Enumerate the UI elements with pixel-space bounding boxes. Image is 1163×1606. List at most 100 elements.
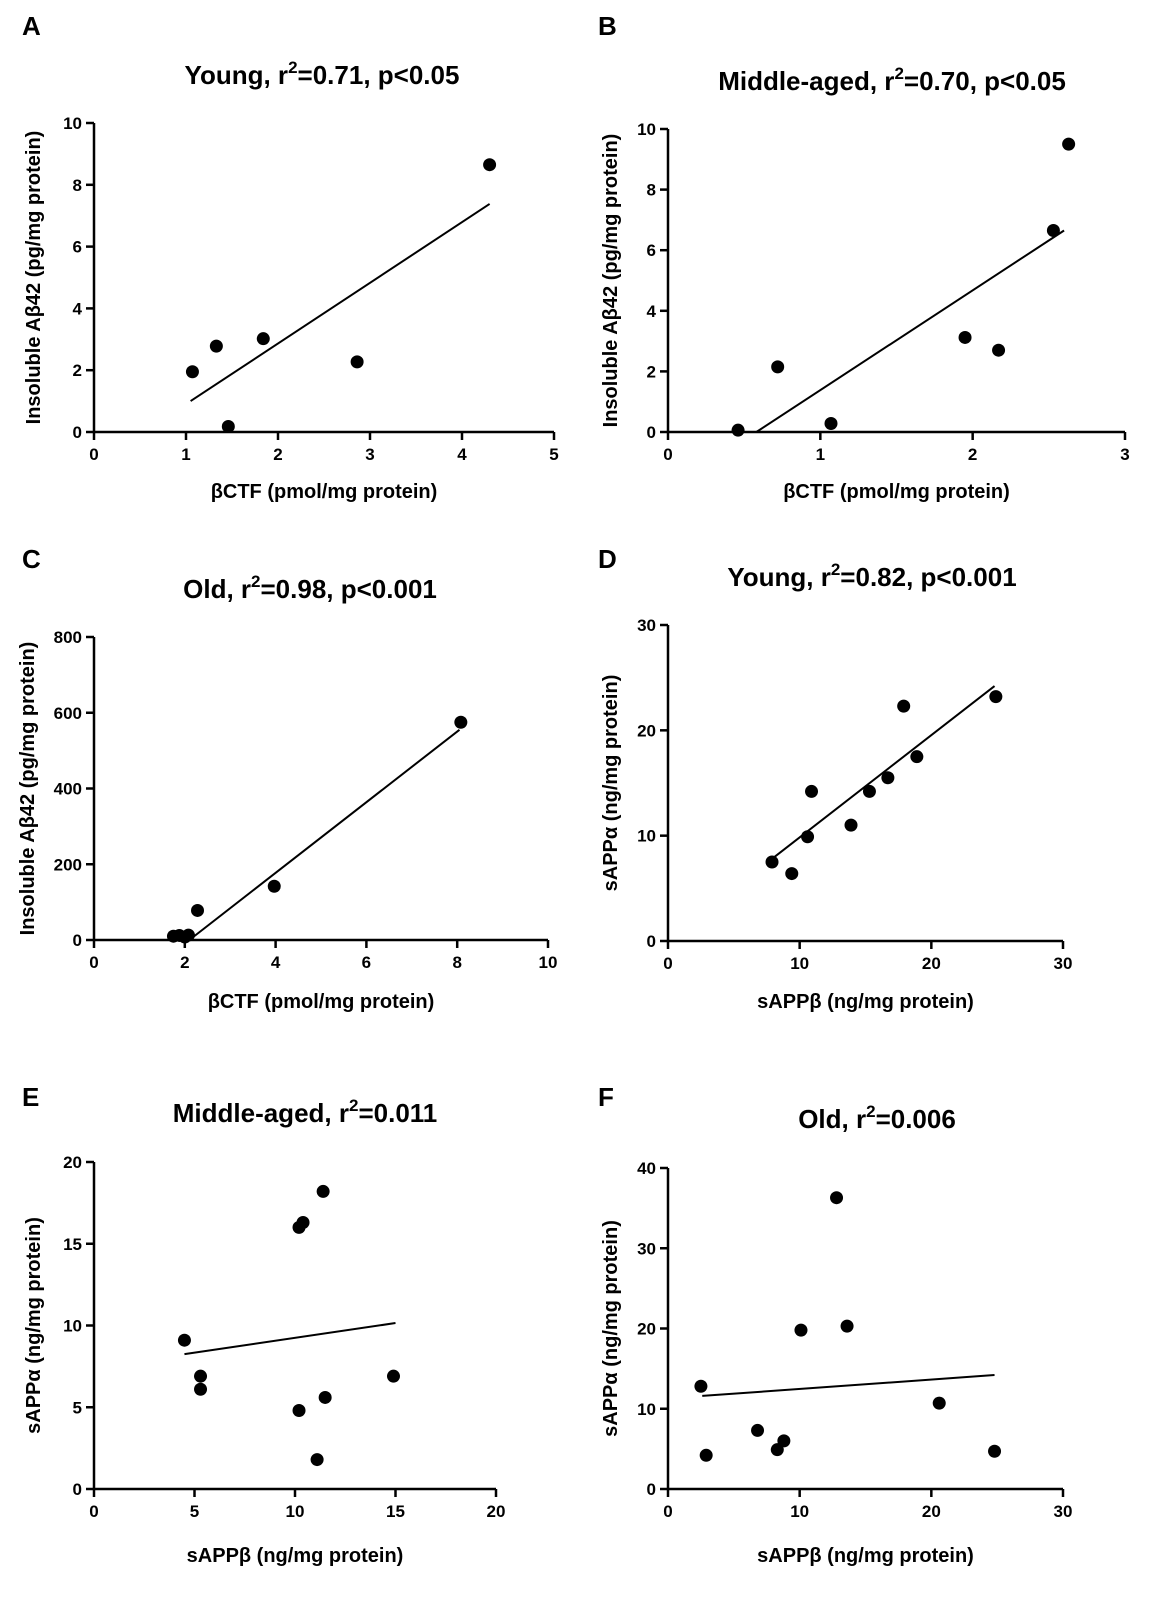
data-point: [805, 784, 819, 798]
x-tick-label: 0: [89, 953, 98, 972]
x-tick-label: 20: [922, 954, 941, 973]
data-point: [844, 818, 858, 832]
x-axis-label: sAPPβ (ng/mg protein): [187, 1545, 404, 1567]
x-tick-label: 1: [816, 445, 825, 464]
panel-e: E Middle-aged, r2=0.011 0 5 10 15 20 0 5 10 15 20 sA…: [22, 1082, 505, 1567]
x-tick-label: 0: [663, 954, 672, 973]
panel-letter: B: [598, 11, 617, 41]
y-tick-label: 2: [647, 362, 656, 381]
x-tick-label: 0: [663, 1502, 672, 1521]
data-point: [801, 830, 815, 844]
data-point: [765, 855, 779, 869]
panel-f: F Old, r2=0.006 0 10 20 30 0 10 20 30 40 sAPPβ (ng/…: [598, 1082, 1072, 1567]
panel-letter: C: [22, 544, 41, 574]
data-point: [292, 1404, 306, 1418]
x-tick-label: 3: [365, 445, 374, 464]
data-point: [296, 1215, 310, 1229]
chart-title-sup: 2: [894, 64, 903, 83]
chart-title-sup: 2: [831, 560, 840, 579]
panel-letter: E: [22, 1082, 39, 1112]
x-tick-label: 10: [790, 954, 809, 973]
y-tick-label: 6: [73, 238, 82, 257]
x-tick-label: 8: [452, 953, 461, 972]
y-tick-label: 0: [73, 931, 82, 950]
x-tick-label: 10: [790, 1502, 809, 1521]
x-tick-label: 2: [180, 953, 189, 972]
data-point: [267, 879, 281, 893]
data-point: [256, 332, 270, 346]
y-tick-label: 0: [647, 932, 656, 951]
x-tick-label: 5: [549, 445, 558, 464]
chart-title: Old, r2=0.006: [798, 1102, 956, 1134]
data-point: [221, 419, 235, 433]
chart-title-rest: =0.98, p<0.001: [261, 574, 437, 604]
chart-title-main: Young, r: [185, 60, 289, 90]
x-tick-label: 10: [539, 953, 558, 972]
data-point: [310, 1453, 324, 1467]
data-point: [454, 715, 468, 729]
chart-title: Young, r2=0.82, p<0.001: [727, 560, 1016, 592]
data-point: [785, 867, 799, 881]
y-axis-label: sAPPα (ng/mg protein): [600, 1220, 622, 1437]
y-tick-label: 10: [63, 114, 82, 133]
data-point: [958, 330, 972, 344]
data-point: [1046, 224, 1060, 238]
chart-title-sup: 2: [349, 1096, 358, 1115]
regression-line: [755, 229, 1065, 433]
data-point: [840, 1319, 854, 1333]
chart-title: Middle-aged, r2=0.011: [173, 1096, 438, 1128]
chart-title: Middle-aged, r2=0.70, p<0.05: [718, 64, 1066, 96]
data-point: [897, 699, 911, 713]
regression-line: [184, 1322, 396, 1356]
chart-title-main: Middle-aged, r: [173, 1098, 349, 1128]
y-axis-label: Insoluble Aβ42 (pg/mg protein): [23, 131, 45, 425]
x-tick-label: 2: [273, 445, 282, 464]
x-axis-label: βCTF (pmol/mg protein): [208, 991, 435, 1013]
panel-letter: F: [598, 1082, 614, 1112]
chart-title-main: Middle-aged, r: [718, 66, 894, 96]
chart-title-rest: =0.006: [876, 1104, 956, 1134]
data-point: [794, 1323, 808, 1337]
panel-d: D Young, r2=0.82, p<0.001 0 10 20 30 0 10 20 30 sA…: [598, 544, 1072, 1013]
data-point: [316, 1184, 330, 1198]
chart-title-rest: =0.011: [358, 1098, 437, 1128]
data-point: [194, 1382, 208, 1396]
data-point: [694, 1379, 708, 1393]
x-tick-label: 30: [1054, 1502, 1073, 1521]
y-tick-label: 4: [73, 299, 83, 318]
y-axis-label: Insoluble Aβ42 (pg/mg protein): [17, 642, 39, 936]
regression-line: [772, 685, 996, 859]
x-axis-label: βCTF (pmol/mg protein): [783, 481, 1010, 503]
data-point: [989, 690, 1003, 704]
y-tick-label: 8: [73, 176, 82, 195]
chart-title-main: Old, r: [798, 1104, 866, 1134]
x-tick-label: 2: [968, 445, 977, 464]
data-point: [483, 158, 497, 172]
y-tick-label: 200: [54, 855, 82, 874]
chart-title: Old, r2=0.98, p<0.001: [183, 572, 437, 604]
y-axis-label: sAPPα (ng/mg protein): [23, 1217, 45, 1434]
chart-title-sup: 2: [866, 1102, 875, 1121]
regression-line: [702, 1374, 995, 1397]
data-point: [699, 1448, 713, 1462]
x-tick-label: 0: [89, 445, 98, 464]
x-tick-label: 10: [286, 1502, 305, 1521]
y-tick-label: 30: [637, 616, 656, 635]
data-point: [386, 1369, 400, 1383]
y-tick-label: 5: [73, 1398, 82, 1417]
x-axis-label: sAPPβ (ng/mg protein): [757, 991, 974, 1013]
x-tick-label: 4: [271, 953, 281, 972]
y-tick-label: 30: [637, 1239, 656, 1258]
data-point: [731, 423, 745, 437]
data-point: [862, 784, 876, 798]
y-tick-label: 400: [54, 780, 82, 799]
y-tick-label: 600: [54, 704, 82, 723]
data-point: [881, 771, 895, 785]
data-point: [910, 750, 924, 764]
y-tick-label: 10: [63, 1317, 82, 1336]
data-point: [191, 903, 205, 917]
y-tick-label: 0: [647, 423, 656, 442]
y-tick-label: 20: [63, 1153, 82, 1172]
